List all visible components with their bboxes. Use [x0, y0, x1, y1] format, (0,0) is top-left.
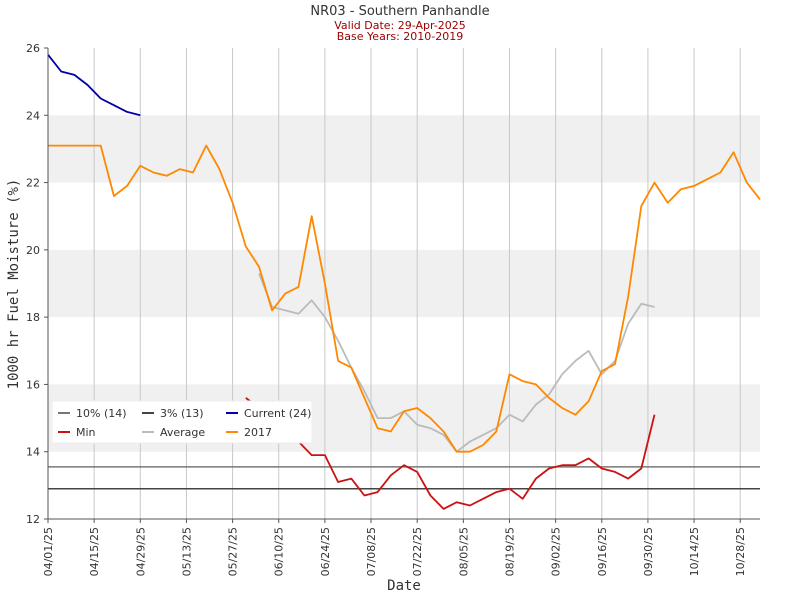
x-axis-label: Date: [387, 578, 421, 594]
y-tick-label: 24: [26, 109, 40, 122]
y-tick-label: 26: [26, 42, 40, 55]
lines: [47, 54, 761, 510]
x-tick-label: 04/15/25: [88, 527, 101, 576]
chart-title: NR03 - Southern Panhandle: [310, 4, 489, 19]
y-tick-label: 18: [26, 311, 40, 324]
x-tick-label: 09/02/25: [550, 527, 563, 576]
x-tick-label: 06/24/25: [319, 527, 332, 576]
x-tick-label: 07/08/25: [365, 527, 378, 576]
y-tick-label: 14: [26, 446, 40, 459]
series-line: [48, 144, 761, 453]
chart-subtitle: Valid Date: 29-Apr-2025: [334, 19, 466, 32]
axes: 12 14 16 18 20 22 24 26 04/01/25 04/15/25 04/29/25…: [26, 42, 760, 576]
band: [48, 249, 760, 318]
legend: 10% (14) 3% (13) Current (24) Min Average 201…: [51, 400, 313, 444]
x-tick-label: 09/30/25: [642, 527, 655, 576]
legend-box: [51, 400, 313, 444]
x-tick-label: 10/14/25: [688, 527, 701, 576]
chart-subtitle: Base Years: 2010-2019: [337, 30, 463, 43]
x-tick-label: 04/29/25: [134, 527, 147, 576]
y-axis-label: 1000 hr Fuel Moisture (%): [6, 179, 22, 390]
x-tick-label: 10/28/25: [734, 527, 747, 576]
series-line: [245, 397, 656, 510]
x-tick-label: 06/10/25: [273, 527, 286, 576]
series-line: [47, 54, 141, 117]
x-tick-label: 04/01/25: [42, 527, 55, 576]
legend-label: 2017: [244, 426, 272, 439]
y-tick-label: 16: [26, 378, 40, 391]
legend-label: Min: [76, 426, 96, 439]
y-tick-label: 12: [26, 513, 40, 526]
x-tick-label: 05/27/25: [227, 527, 240, 576]
y-tick-label: 22: [26, 177, 40, 190]
legend-label: Average: [160, 426, 205, 439]
band: [48, 115, 760, 183]
x-tick-label: 08/19/25: [503, 527, 516, 576]
x-tick-label: 05/13/25: [180, 527, 193, 576]
x-tick-label: 07/22/25: [411, 527, 424, 576]
legend-label: 10% (14): [76, 407, 127, 420]
x-tick-label: 08/05/25: [457, 527, 470, 576]
legend-label: 3% (13): [160, 407, 204, 420]
x-tick-label: 09/16/25: [596, 527, 609, 576]
y-tick-label: 20: [26, 244, 40, 257]
legend-label: Current (24): [244, 407, 311, 420]
